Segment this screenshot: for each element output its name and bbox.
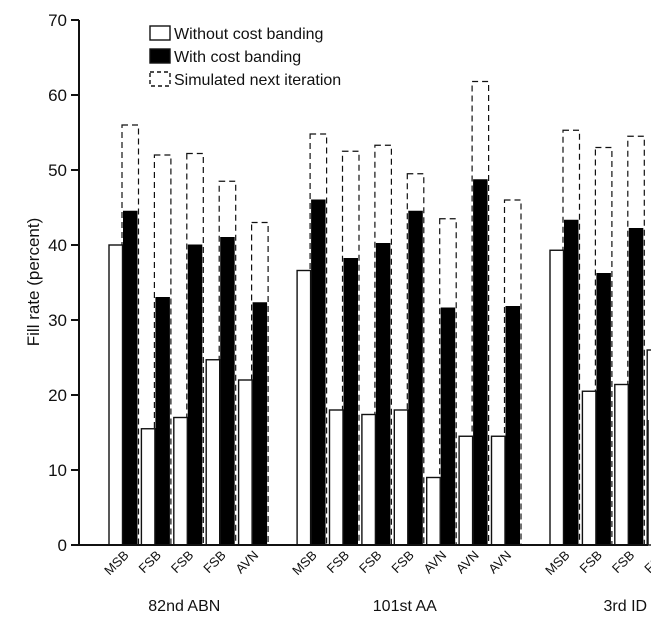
with-banding-bar (187, 244, 203, 546)
category-label: FSB (136, 548, 164, 576)
legend-label: With cost banding (174, 49, 301, 66)
category-label: AVN (232, 548, 261, 577)
category-label: AVN (485, 548, 514, 577)
with-banding-bar (440, 307, 456, 546)
y-tick-label: 30 (48, 311, 67, 330)
category-label: MSB (542, 548, 573, 579)
category-label: FSB (168, 548, 196, 576)
legend-label: Simulated next iteration (174, 72, 341, 89)
y-axis-title: Fill rate (percent) (24, 218, 43, 346)
with-banding-bar (123, 210, 138, 546)
without-banding-bar (328, 409, 344, 546)
ticks-layer: 0 10 20 30 40 50 60 70 (48, 11, 79, 555)
with-banding-bar (408, 210, 423, 546)
without-banding-bar (646, 349, 651, 546)
category-label: FSB (577, 548, 605, 576)
y-tick-label: 20 (48, 386, 67, 405)
without-banding-bar (458, 435, 474, 546)
with-banding-bar (375, 243, 391, 546)
simulated-bar (341, 150, 360, 546)
category-label: MSB (101, 548, 132, 579)
without-banding-bar (205, 359, 221, 546)
without-banding-bar (490, 435, 506, 546)
with-banding-bar (155, 297, 170, 546)
legend-label: Without cost banding (174, 26, 323, 43)
legend-swatch (149, 48, 171, 64)
y-tick-label: 10 (48, 461, 67, 480)
with-banding-bar (220, 237, 235, 546)
with-banding-bar (564, 219, 579, 546)
without-banding-bar (614, 383, 629, 546)
group-labels: 82nd ABN 101st AA 3rd ID (148, 598, 647, 615)
legend-swatch (149, 71, 171, 87)
category-label: FSB (388, 548, 416, 576)
without-banding-bar (361, 413, 377, 546)
with-banding-bar (628, 228, 644, 546)
without-banding-bar (426, 476, 441, 546)
group-label: 3rd ID (604, 598, 648, 615)
category-label: FSB (324, 548, 352, 576)
with-banding-bar (252, 302, 268, 546)
without-banding-bar (581, 390, 597, 546)
category-label: FSB (356, 548, 384, 576)
category-label: AVN (420, 548, 449, 577)
without-banding-bar (140, 428, 156, 546)
y-tick-label: 70 (48, 11, 67, 30)
simulated-bar (503, 199, 522, 546)
without-banding-bar (549, 249, 565, 546)
with-banding-bar (473, 179, 488, 546)
bars-layer (108, 80, 651, 546)
simulated-bar (186, 152, 204, 546)
without-banding-bar (173, 416, 189, 546)
category-label: FSB (641, 548, 651, 576)
category-label: FSB (200, 548, 228, 576)
group-label: 101st AA (373, 598, 437, 615)
without-banding-bar (237, 379, 253, 546)
with-banding-bar (311, 199, 326, 546)
y-tick-label: 0 (58, 536, 67, 555)
y-tick-label: 40 (48, 236, 67, 255)
category-label: AVN (453, 548, 482, 577)
with-banding-bar (343, 258, 358, 546)
legend: Without cost banding With cost banding Sim… (149, 25, 341, 89)
with-banding-bar (596, 273, 611, 546)
category-label: MSB (289, 548, 320, 579)
category-labels: MSB FSB FSB FSB AVN MSB FSB FSB FSB AVN AVN AVN MSB F… (101, 548, 651, 579)
without-banding-bar (296, 269, 312, 546)
y-tick-label: 50 (48, 161, 67, 180)
category-label: FSB (609, 548, 637, 576)
axis-layer (78, 20, 649, 546)
legend-swatch (149, 25, 171, 41)
y-tick-label: 60 (48, 86, 67, 105)
group-label: 82nd ABN (148, 598, 220, 615)
with-banding-bar (505, 306, 520, 546)
without-banding-bar (393, 409, 409, 546)
without-banding-bar (108, 244, 124, 546)
